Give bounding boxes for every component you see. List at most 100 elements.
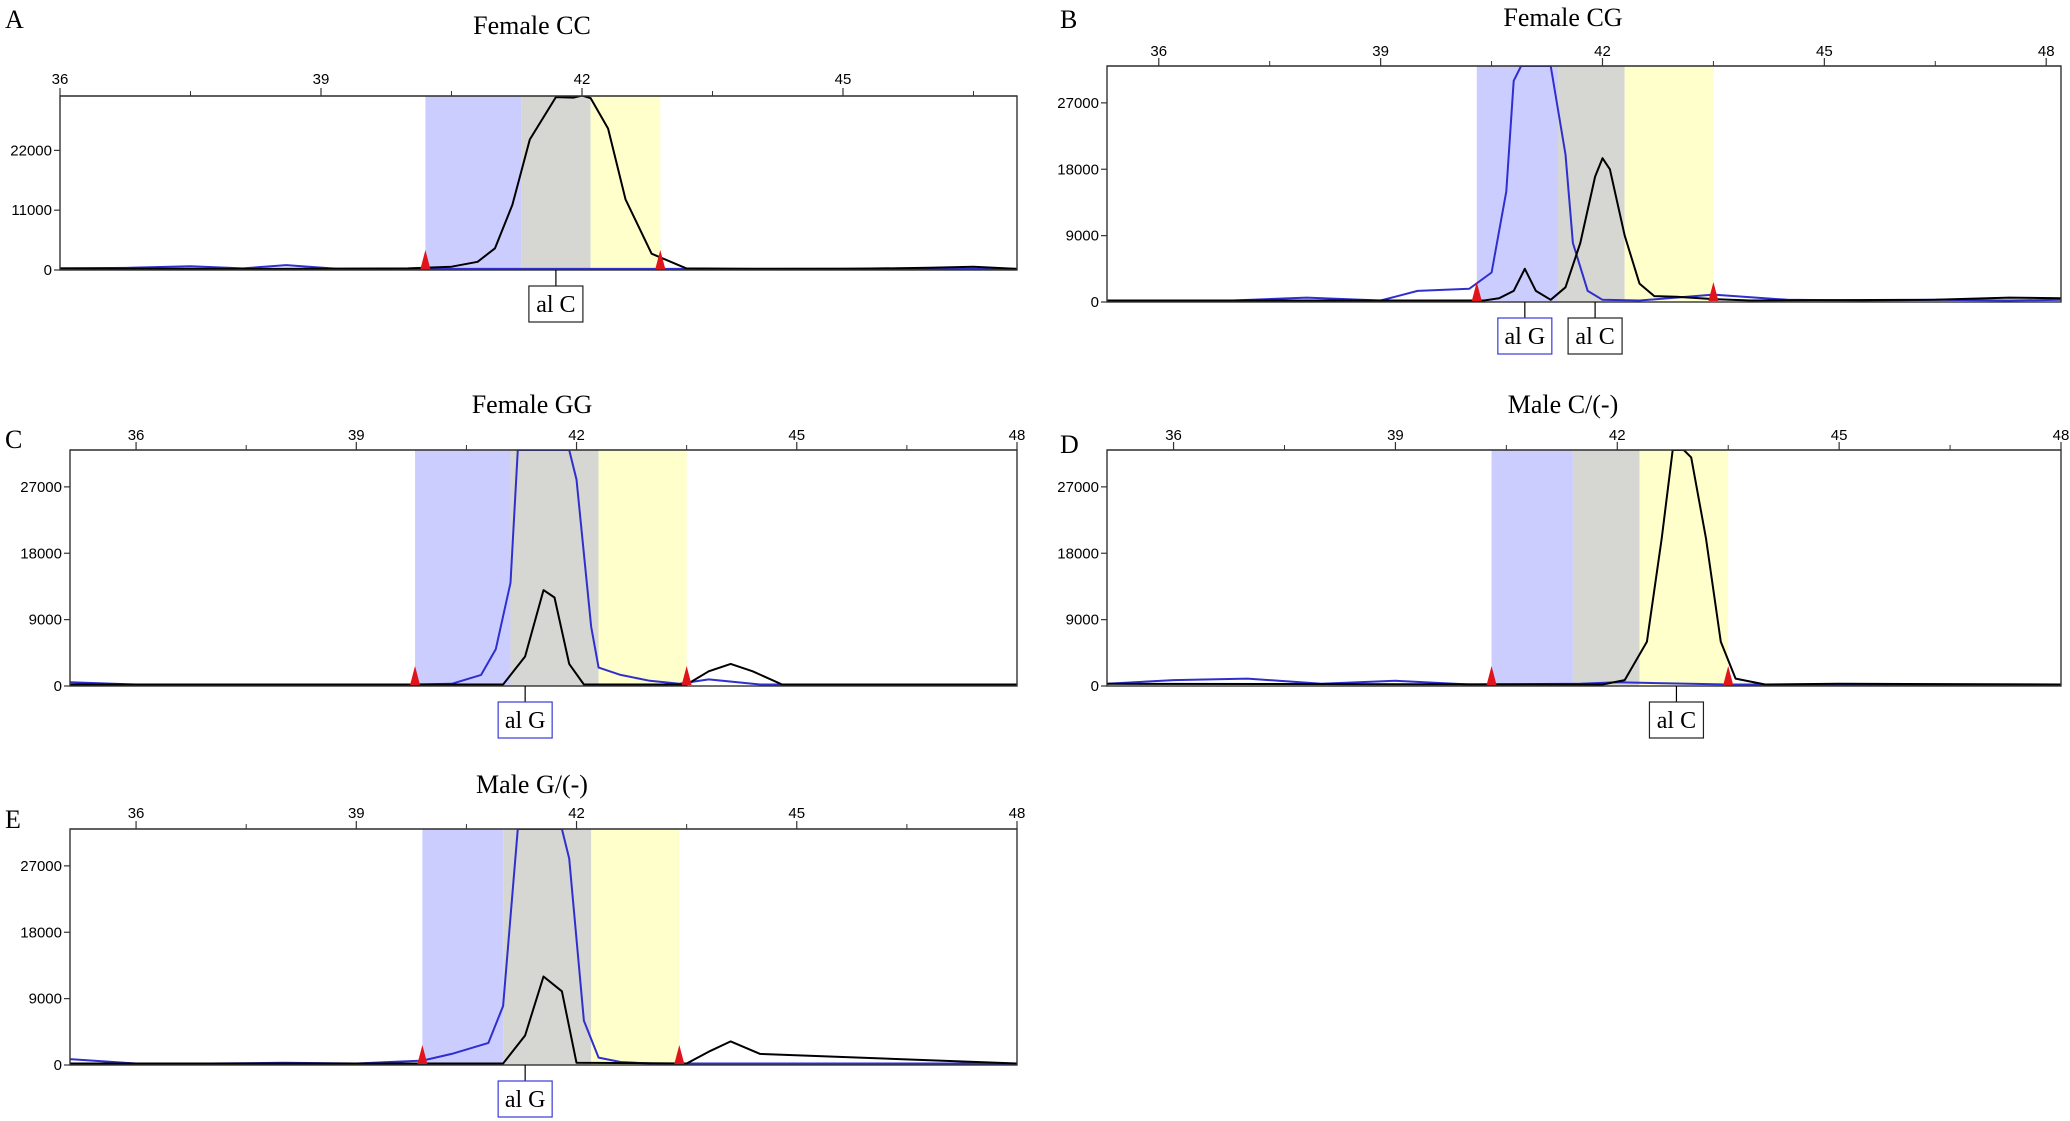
panel-letter: A [5,5,24,34]
x-tick-label: 42 [1594,43,1611,60]
plot-frame [1106,65,2062,303]
allele-bin [510,450,599,686]
x-tick-label: 45 [835,71,852,88]
y-tick-label: 9000 [29,612,62,629]
allele-label: al G [505,708,546,734]
bin-marker-triangle [1486,666,1497,685]
allele-bin [1572,450,1640,686]
x-tick-label: 42 [574,71,591,88]
x-tick-label: 45 [788,805,805,822]
x-tick-label: 36 [1150,43,1167,60]
x-tick-label: 36 [52,71,69,88]
x-tick-label: 36 [1165,427,1182,444]
y-tick-label: 18000 [20,545,62,562]
panel-a: A Female CC 36 39 42 45 0 11000 22000 al C [5,5,1018,323]
allele-label-box [497,701,553,739]
x-tick-label: 45 [1816,43,1833,60]
panel-e: E Male G/(-) 36 39 42 45 48 0 9000 18000 27000 al G [5,770,1026,1118]
y-tick-label: 27000 [1057,479,1099,496]
allele-bin [1491,450,1573,686]
y-tick-label: 27000 [1057,95,1099,112]
chart-title: Female GG [472,390,593,419]
x-tick-label: 45 [788,427,805,444]
x-tick-label: 48 [1009,805,1026,822]
allele-label-box [1497,317,1553,355]
allele-label: al C [1657,708,1696,734]
bin-marker-triangle [1471,282,1482,301]
allele-label-box [1648,701,1705,739]
x-tick-label: 48 [2053,427,2070,444]
x-tick-label: 48 [2038,43,2055,60]
allele-label: al G [1505,324,1546,350]
x-tick-label: 45 [1831,427,1848,444]
panel-letter: E [5,805,21,834]
y-tick-label: 0 [1091,678,1099,695]
x-tick-label: 42 [568,805,585,822]
panel-c: C Female GG 36 39 42 45 48 0 9000 18000 27000 al G [5,390,1025,739]
y-tick-label: 27000 [20,858,62,875]
x-tick-label: 39 [1387,427,1404,444]
panel-letter: C [5,425,22,454]
x-tick-label: 39 [348,805,365,822]
series-black-trace [70,589,1017,686]
y-tick-label: 22000 [10,142,52,159]
panel-d: D Male C/(-) 36 39 42 45 48 0 9000 18000 27000 al C [1057,390,2070,739]
x-tick-label: 42 [568,427,585,444]
allele-label-box [528,285,584,323]
y-tick-label: 18000 [1057,161,1099,178]
bin-marker-triangle [681,666,692,685]
bin-marker-triangle [1708,282,1719,301]
y-tick-label: 9000 [1066,612,1099,629]
series-black-trace [60,96,1017,270]
plot-frame [1106,449,2062,687]
allele-bin [1639,450,1729,686]
y-tick-label: 0 [1091,294,1099,311]
chart-title: Male C/(-) [1508,390,1618,419]
allele-bin [1624,66,1714,302]
panel-b: B Female CG 36 39 42 45 48 0 9000 18000 27000 al G a… [1057,3,2062,355]
allele-bin [590,96,661,270]
plot-frame [59,95,1018,271]
bin-marker-triangle [655,250,666,269]
bin-marker-triangle [1723,666,1734,685]
allele-label: al C [536,292,575,318]
allele-bin [598,450,687,686]
chart-title: Female CC [473,11,591,40]
x-tick-label: 39 [1372,43,1389,60]
y-tick-label: 11000 [11,202,52,219]
allele-bin [415,450,511,686]
bin-marker-triangle [417,1045,428,1064]
allele-label-box [1567,317,1623,355]
x-tick-label: 36 [128,427,145,444]
chart-title: Female CG [1503,3,1622,32]
allele-bin [591,829,680,1065]
y-tick-label: 18000 [1057,545,1099,562]
x-tick-label: 36 [128,805,145,822]
bin-marker-triangle [420,250,431,269]
allele-bin [425,96,522,270]
allele-label: al G [505,1087,546,1113]
panel-letter: B [1060,5,1077,34]
y-tick-label: 27000 [20,479,62,496]
x-tick-label: 42 [1609,427,1626,444]
series-black-trace [1107,450,2061,686]
allele-bin [422,829,504,1065]
y-tick-label: 9000 [29,991,62,1008]
y-tick-label: 0 [54,1057,62,1074]
bin-marker-triangle [410,666,421,685]
allele-bin [1476,66,1559,302]
y-tick-label: 18000 [20,924,62,941]
chart-title: Male G/(-) [476,770,588,799]
x-tick-label: 39 [348,427,365,444]
series-black-trace [70,975,1017,1065]
series-blue-trace [1107,677,2061,686]
y-tick-label: 9000 [1066,228,1099,245]
allele-label: al C [1575,324,1614,350]
x-tick-label: 39 [313,71,330,88]
plot-frame [69,449,1018,687]
plot-frame [69,828,1018,1066]
allele-bin [521,96,591,270]
bin-marker-triangle [674,1045,685,1064]
y-tick-label: 0 [44,262,52,279]
